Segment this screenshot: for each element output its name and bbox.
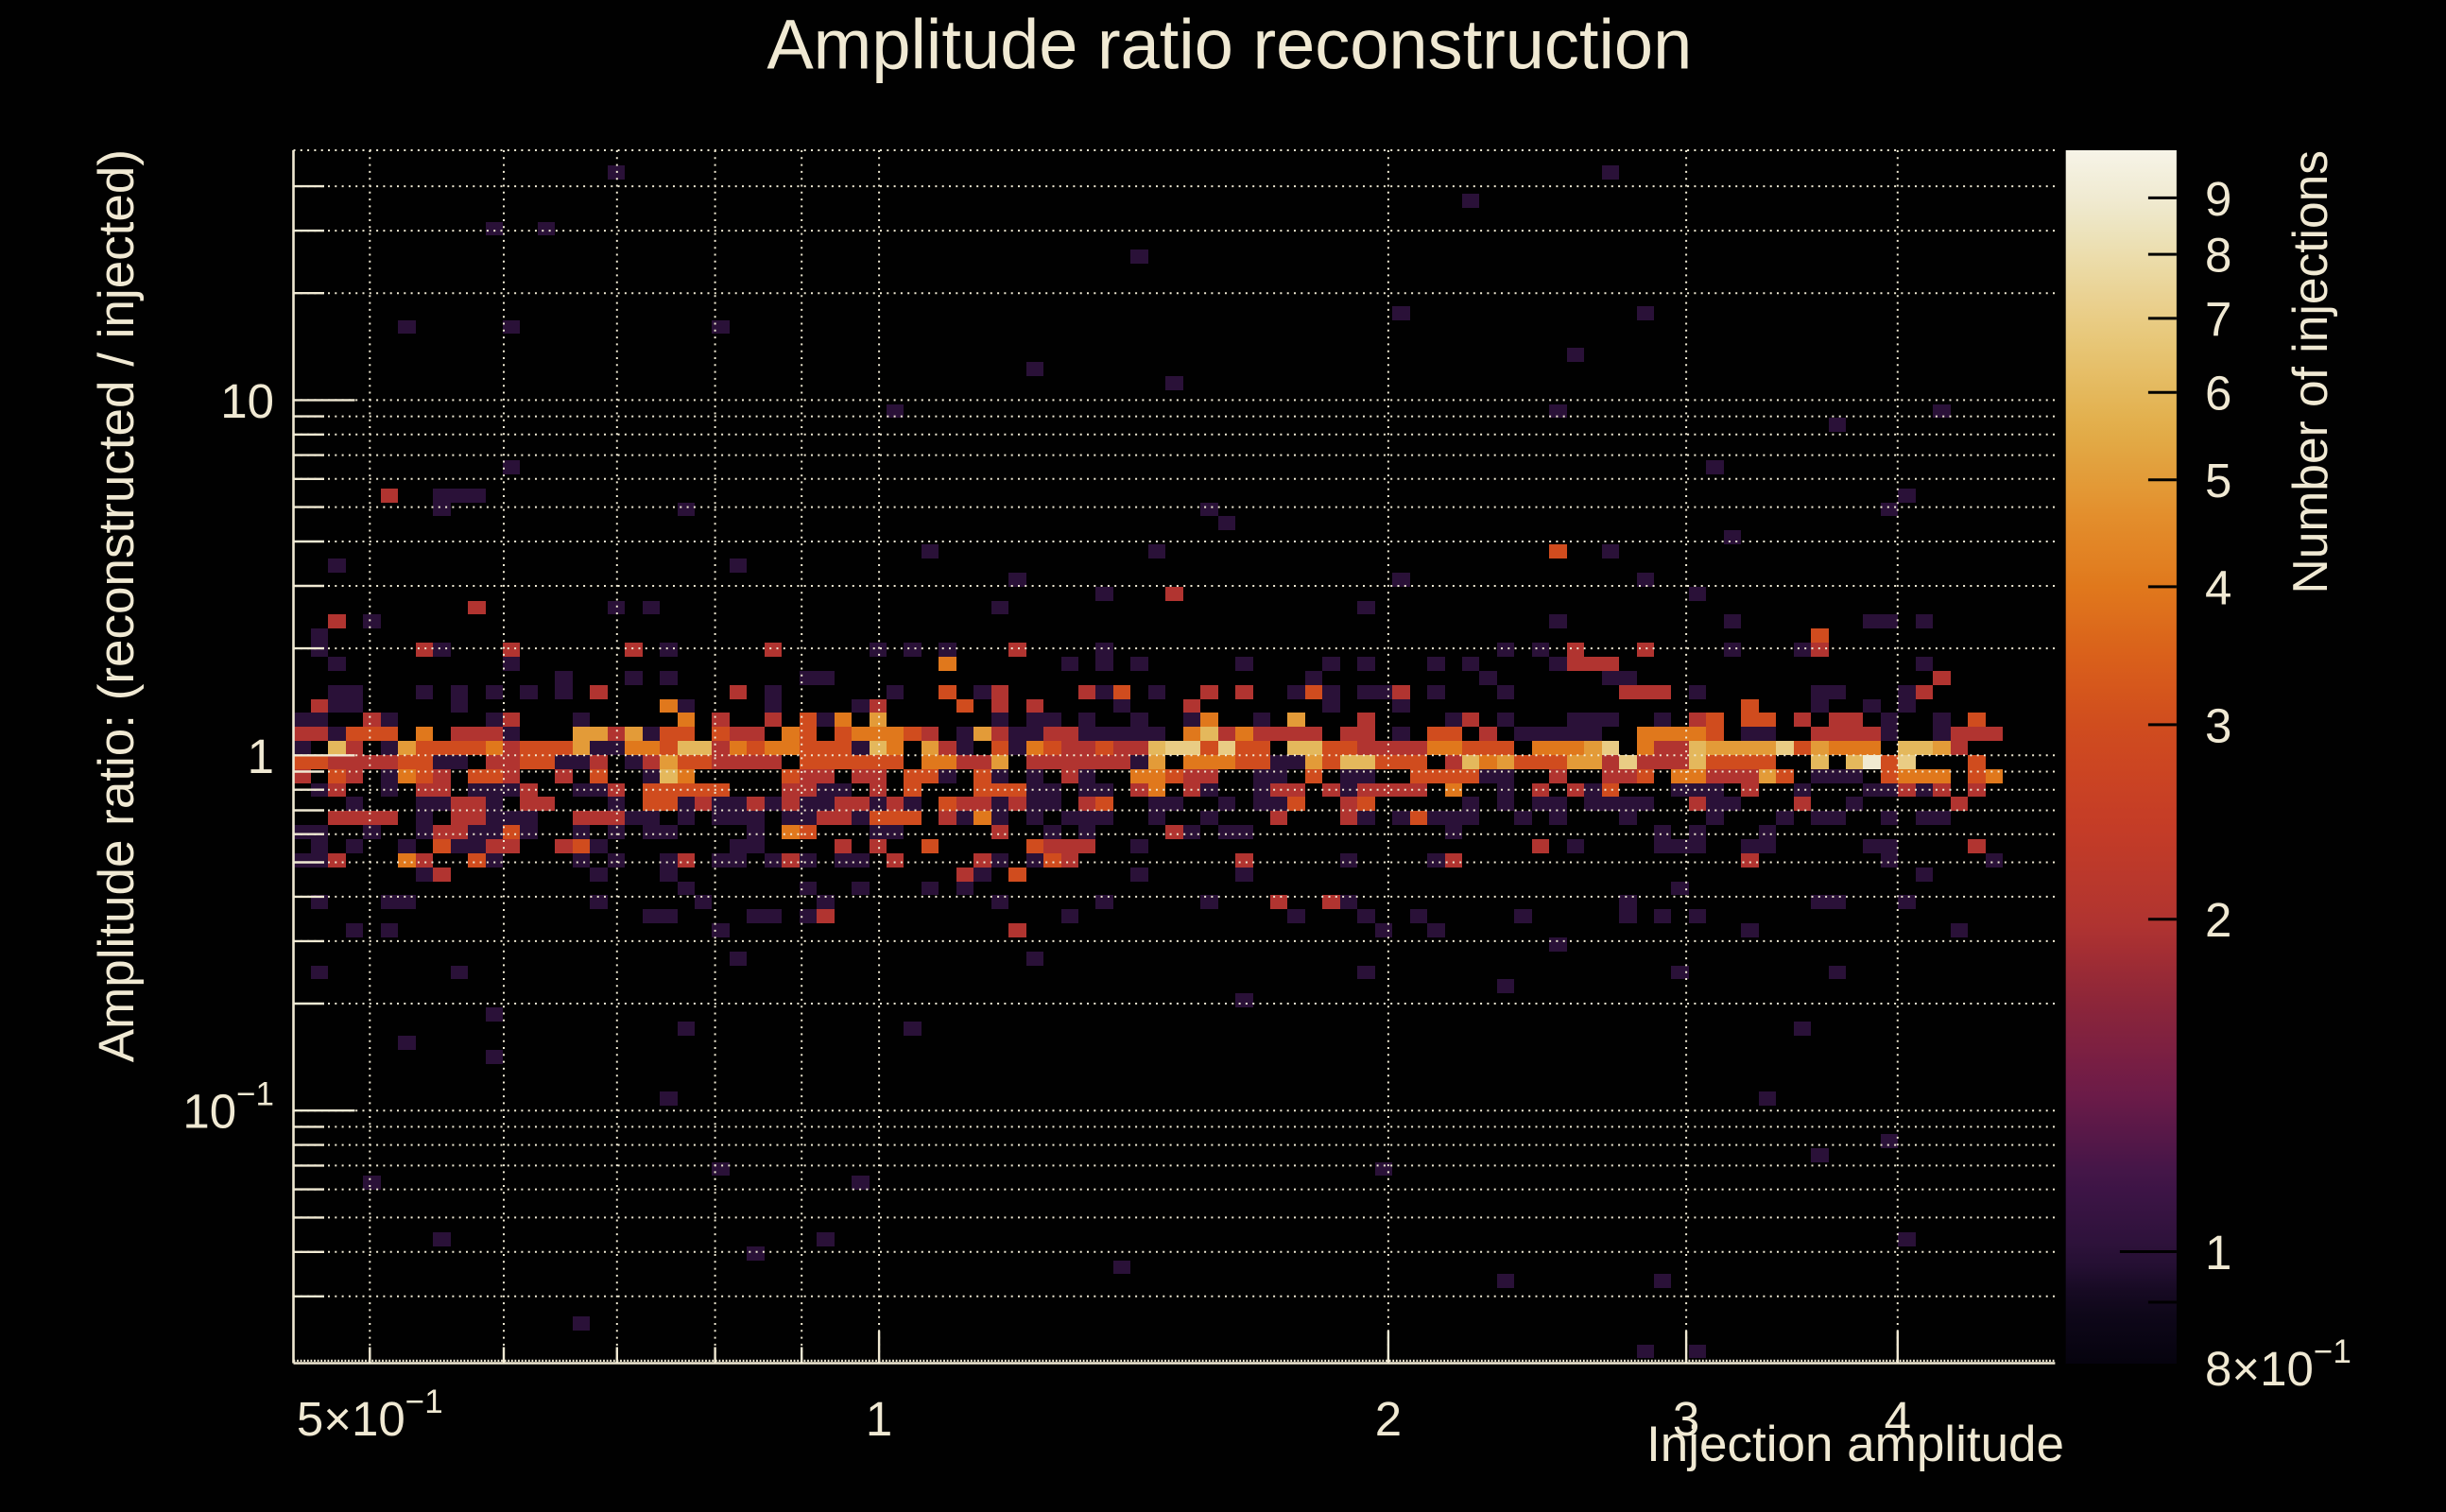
svg-text:5×10−1: 5×10−1 <box>297 1383 443 1446</box>
svg-text:3: 3 <box>2205 698 2231 752</box>
svg-text:5: 5 <box>2205 454 2231 507</box>
svg-text:1: 1 <box>2205 1226 2231 1280</box>
svg-text:2: 2 <box>2205 893 2231 947</box>
svg-text:1: 1 <box>866 1392 892 1446</box>
svg-text:7: 7 <box>2205 292 2231 346</box>
svg-text:4: 4 <box>1885 1392 1911 1446</box>
svg-text:2: 2 <box>1375 1392 1402 1446</box>
svg-text:1: 1 <box>248 730 274 783</box>
svg-text:3: 3 <box>1673 1392 1699 1446</box>
svg-text:10−1: 10−1 <box>182 1076 274 1139</box>
svg-text:9: 9 <box>2205 172 2231 226</box>
svg-text:8×10−1: 8×10−1 <box>2205 1333 2351 1396</box>
svg-text:Number of injections: Number of injections <box>2282 150 2337 593</box>
svg-text:10: 10 <box>220 374 274 428</box>
svg-text:Injection amplitude: Injection amplitude <box>1646 1417 2064 1472</box>
svg-text:8: 8 <box>2205 229 2231 283</box>
svg-text:Amplitude ratio: (reconstructe: Amplitude ratio: (reconstructed / inject… <box>89 149 145 1062</box>
svg-text:4: 4 <box>2205 560 2231 614</box>
svg-text:Amplitude ratio reconstruction: Amplitude ratio reconstruction <box>767 6 1692 84</box>
svg-text:6: 6 <box>2205 367 2231 421</box>
